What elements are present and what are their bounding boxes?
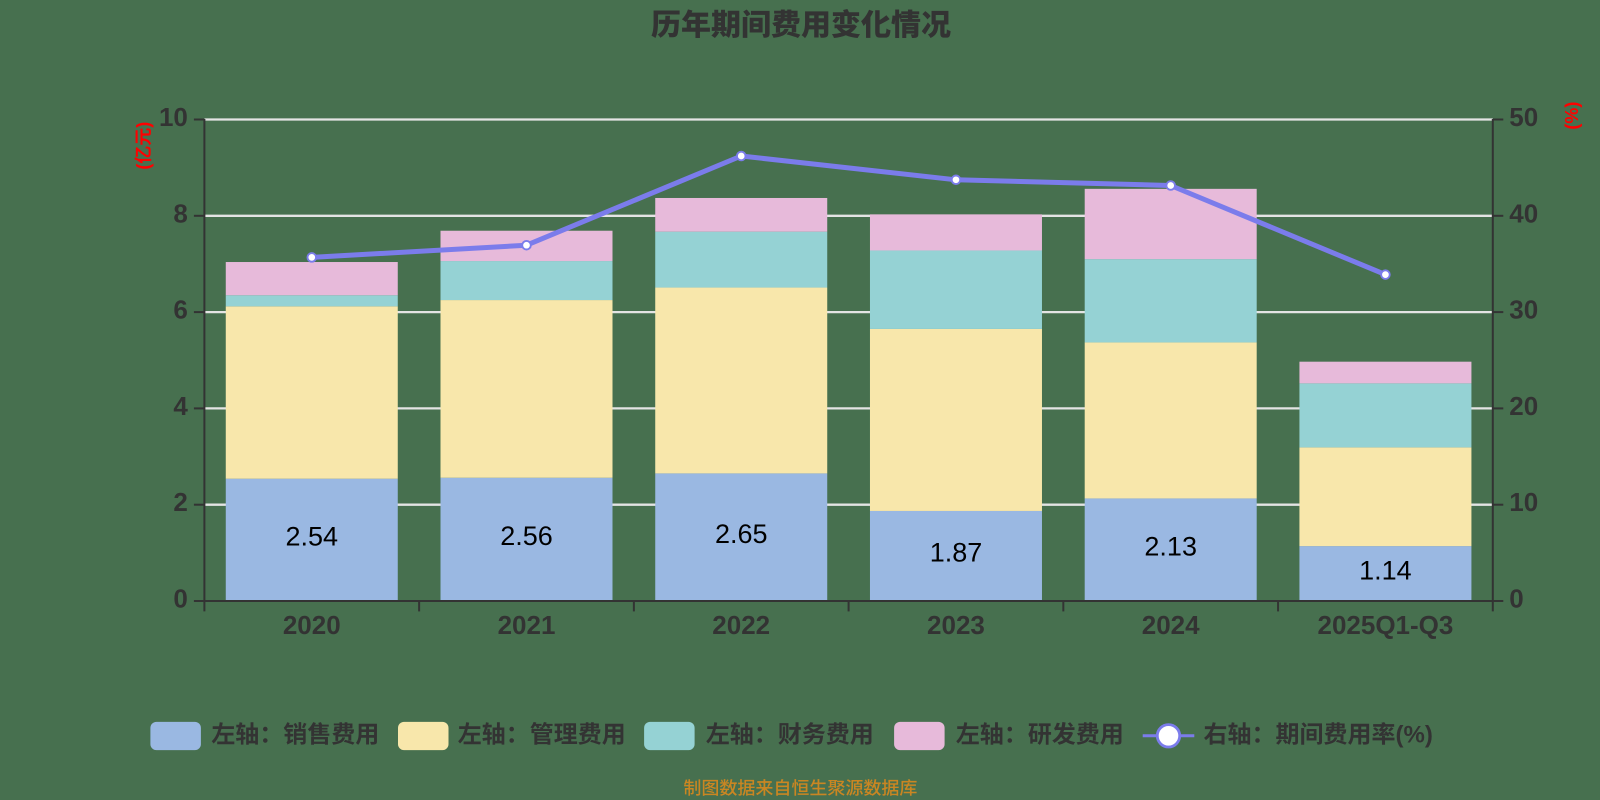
svg-text:(%): (%) — [1562, 102, 1582, 130]
svg-text:4: 4 — [173, 391, 188, 421]
svg-text:2022: 2022 — [712, 610, 770, 640]
svg-text:2024: 2024 — [1142, 610, 1200, 640]
svg-text:): ) — [134, 122, 154, 128]
svg-text:30: 30 — [1509, 295, 1538, 325]
svg-text:(: ( — [134, 164, 154, 170]
svg-text:(%): (%) — [1396, 722, 1433, 749]
svg-text:40: 40 — [1509, 198, 1538, 228]
svg-text:2025Q1-Q3: 2025Q1-Q3 — [1317, 610, 1453, 640]
svg-text:2023: 2023 — [927, 610, 985, 640]
svg-text:10: 10 — [1509, 487, 1538, 517]
svg-text:0: 0 — [173, 584, 187, 614]
svg-text:2: 2 — [173, 487, 187, 517]
svg-text:6: 6 — [173, 295, 187, 325]
svg-text:2.56: 2.56 — [500, 521, 553, 551]
svg-text:50: 50 — [1509, 102, 1538, 132]
svg-text:1.87: 1.87 — [930, 538, 983, 568]
svg-text:20: 20 — [1509, 391, 1538, 421]
svg-text:0: 0 — [1509, 584, 1523, 614]
svg-text:10: 10 — [159, 102, 188, 132]
svg-text:2020: 2020 — [283, 610, 341, 640]
svg-text:2.13: 2.13 — [1144, 531, 1197, 561]
svg-text:8: 8 — [173, 198, 187, 228]
svg-text:2.65: 2.65 — [715, 519, 768, 549]
svg-text:2021: 2021 — [498, 610, 556, 640]
svg-text:2.54: 2.54 — [285, 522, 338, 552]
svg-text:1.14: 1.14 — [1359, 555, 1412, 585]
